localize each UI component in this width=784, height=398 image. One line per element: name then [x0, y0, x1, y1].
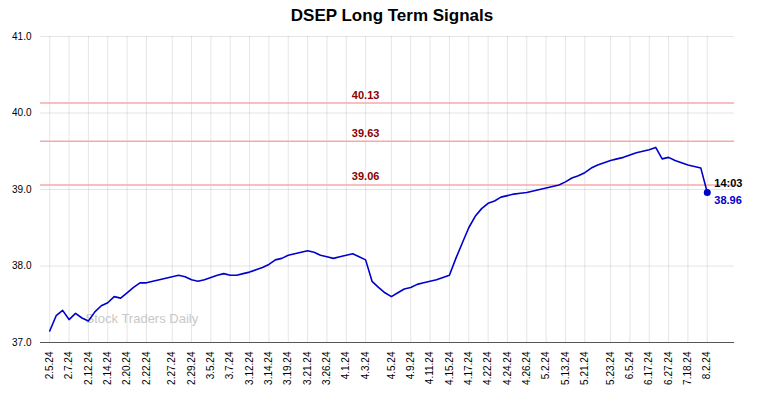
- svg-text:6.27.24: 6.27.24: [663, 351, 674, 385]
- svg-text:8.2.24: 8.2.24: [701, 351, 712, 379]
- svg-text:4.1.24: 4.1.24: [340, 351, 351, 379]
- svg-text:4.11.24: 4.11.24: [424, 351, 435, 384]
- svg-text:38.96: 38.96: [714, 194, 742, 206]
- svg-text:2.20.24: 2.20.24: [121, 351, 132, 385]
- svg-text:7.18.24: 7.18.24: [682, 351, 693, 385]
- svg-text:39.0: 39.0: [12, 184, 32, 195]
- svg-text:3.19.24: 3.19.24: [282, 351, 293, 385]
- svg-text:14:03: 14:03: [714, 177, 742, 189]
- svg-text:2.7.24: 2.7.24: [63, 351, 74, 379]
- svg-text:4.15.24: 4.15.24: [444, 351, 455, 385]
- svg-text:3.5.24: 3.5.24: [205, 351, 216, 379]
- svg-text:40.13: 40.13: [352, 89, 380, 101]
- svg-text:39.06: 39.06: [352, 170, 380, 182]
- svg-text:3.12.24: 3.12.24: [244, 351, 255, 385]
- html-text:DSEP Long Term Signals: DSEP Long Term Signals: [290, 6, 494, 25]
- svg-text:2.29.24: 2.29.24: [186, 351, 197, 385]
- svg-text:4.17.24: 4.17.24: [463, 351, 474, 385]
- svg-text:4.5.24: 4.5.24: [386, 351, 397, 379]
- svg-text:2.14.24: 2.14.24: [102, 351, 113, 385]
- svg-text:5.13.24: 5.13.24: [560, 351, 571, 385]
- svg-text:3.7.24: 3.7.24: [224, 351, 235, 379]
- svg-text:5.23.24: 5.23.24: [605, 351, 616, 385]
- svg-text:4.3.24: 4.3.24: [360, 351, 371, 379]
- svg-text:38.0: 38.0: [12, 260, 32, 271]
- svg-text:6.17.24: 6.17.24: [643, 351, 654, 385]
- svg-text:4.26.24: 4.26.24: [521, 351, 532, 385]
- svg-text:41.0: 41.0: [12, 31, 32, 42]
- svg-text:6.5.24: 6.5.24: [624, 351, 635, 379]
- svg-text:2.5.24: 2.5.24: [44, 351, 55, 379]
- svg-text:2.12.24: 2.12.24: [83, 351, 94, 385]
- svg-text:2.22.24: 2.22.24: [141, 351, 152, 385]
- svg-text:4.22.24: 4.22.24: [482, 351, 493, 385]
- svg-text:40.0: 40.0: [12, 107, 32, 118]
- svg-text:39.63: 39.63: [352, 127, 380, 139]
- svg-text:3.21.24: 3.21.24: [302, 351, 313, 385]
- svg-text:4.9.24: 4.9.24: [405, 351, 416, 379]
- svg-text:3.14.24: 3.14.24: [263, 351, 274, 385]
- svg-text:2.27.24: 2.27.24: [166, 351, 177, 385]
- svg-text:5.2.24: 5.2.24: [540, 351, 551, 379]
- svg-text:Stock Traders Daily: Stock Traders Daily: [86, 311, 199, 326]
- svg-text:37.0: 37.0: [12, 337, 32, 348]
- svg-text:5.21.24: 5.21.24: [579, 351, 590, 385]
- svg-text:4.24.24: 4.24.24: [502, 351, 513, 385]
- svg-text:3.26.24: 3.26.24: [321, 351, 332, 385]
